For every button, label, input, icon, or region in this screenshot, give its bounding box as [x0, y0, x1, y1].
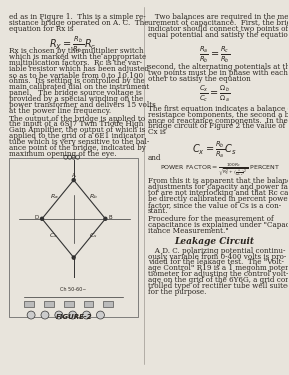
Text: $C_x = \frac{R_b}{R_a} C_s$: $C_x = \frac{R_b}{R_a} C_s$	[192, 140, 237, 160]
Text: $R_X = \frac{R_b}{R_{b_1}} R_c$: $R_X = \frac{R_b}{R_{b_1}} R_c$	[49, 34, 97, 56]
Text: $\frac{C_x}{C_c}  =  \frac{\Omega_b}{\Omega_a}$: $\frac{C_x}{C_c} = \frac{\Omega_b}{\Omeg…	[199, 83, 230, 104]
Circle shape	[83, 311, 90, 319]
Text: which is marked with the appropriate: which is marked with the appropriate	[9, 53, 147, 61]
Text: Leakage Circuit: Leakage Circuit	[174, 237, 254, 246]
Text: equation for Rx is: equation for Rx is	[9, 25, 74, 33]
Text: B: B	[108, 215, 112, 220]
Text: power transformer and delivers 15 volts: power transformer and delivers 15 volts	[9, 100, 156, 109]
Text: equal potential and satisfy the equation: equal potential and satisfy the equation	[148, 31, 289, 39]
Text: A: A	[72, 173, 75, 178]
Text: tube which is very sensitive to the bal-: tube which is very sensitive to the bal-	[9, 138, 150, 146]
Text: the input of a 6SJ7 Twin Triode High: the input of a 6SJ7 Twin Triode High	[9, 120, 144, 129]
Bar	[44, 301, 54, 307]
Text: age Control" R19 is a 1 megohm poten-: age Control" R19 is a 1 megohm poten-	[148, 264, 289, 272]
Text: Cx is: Cx is	[148, 129, 166, 136]
Text: stant.: stant.	[148, 207, 168, 215]
Bar	[24, 301, 34, 307]
Text: Ch 50-60~: Ch 50-60~	[60, 287, 87, 292]
Text: at the power line frequency.: at the power line frequency.	[9, 106, 112, 115]
Text: bridge circuit of Figure 2 the value of: bridge circuit of Figure 2 the value of	[148, 123, 285, 130]
Text: itance Measurement.": itance Measurement."	[148, 227, 229, 235]
Text: C: C	[72, 256, 75, 261]
Text: indicator should connect two points of: indicator should connect two points of	[148, 25, 288, 33]
Text: FIGURE-2: FIGURE-2	[55, 314, 92, 320]
Text: and: and	[148, 154, 162, 162]
Text: multiplication factors.  Rc is the var-: multiplication factors. Rc is the var-	[9, 59, 142, 67]
Text: $R_a$: $R_a$	[49, 192, 58, 201]
Text: two points must be in phase with each: two points must be in phase with each	[148, 69, 288, 77]
Text: Gain Amplifier, the output of which is: Gain Amplifier, the output of which is	[9, 126, 146, 135]
Text: age on the grid of the 6Y6G, a grid con-: age on the grid of the 6Y6G, a grid con-	[148, 276, 289, 284]
Circle shape	[104, 217, 107, 220]
Text: provided by a special winding on the: provided by a special winding on the	[9, 95, 144, 103]
Circle shape	[40, 217, 43, 220]
Text: $\frac{R_a}{R_b}  =  \frac{R_c}{R_b}$: $\frac{R_a}{R_b} = \frac{R_c}{R_b}$	[199, 44, 230, 65]
Text: so as to be variable from 0 to 10,100: so as to be variable from 0 to 10,100	[9, 71, 143, 79]
Circle shape	[72, 178, 75, 182]
Text: panel.   The bridge source voltage is: panel. The bridge source voltage is	[9, 89, 142, 97]
Circle shape	[41, 311, 49, 319]
Text: A D. C. polarizing potential continu-: A D. C. polarizing potential continu-	[148, 246, 286, 255]
FancyBboxPatch shape	[9, 158, 138, 317]
Text: iable resistor which has been adjusted: iable resistor which has been adjusted	[9, 65, 149, 73]
Text: ed as in Figure 1.  This is a simple re-: ed as in Figure 1. This is a simple re-	[9, 13, 146, 21]
Text: $C_x$: $C_x$	[49, 231, 58, 240]
Text: ohms.  Its setting is controlled by the: ohms. Its setting is controlled by the	[9, 77, 145, 85]
Text: The first equation indicates a balance of: The first equation indicates a balance o…	[148, 105, 289, 112]
Circle shape	[72, 256, 75, 259]
Text: From this it is apparent that the balance: From this it is apparent that the balanc…	[148, 177, 289, 185]
Bar	[84, 301, 94, 307]
Text: trolled type of rectifier tube well suited: trolled type of rectifier tube well suit…	[148, 282, 289, 290]
Text: Procedure for the measurement of: Procedure for the measurement of	[148, 215, 274, 223]
Bar	[103, 301, 113, 307]
Bar	[64, 301, 74, 307]
Text: ance point of the bridge, indicated by: ance point of the bridge, indicated by	[9, 144, 146, 152]
Text: $C_s$: $C_s$	[89, 231, 98, 240]
Text: adjustments for capacity and power fac-: adjustments for capacity and power fac-	[148, 183, 289, 191]
Text: ance of reactance components.  In the: ance of reactance components. In the	[148, 117, 288, 124]
Text: ously variable from 0-400 volts is pro-: ously variable from 0-400 volts is pro-	[148, 252, 286, 261]
Text: tor are not interlocking and that Rc can: tor are not interlocking and that Rc can	[148, 189, 289, 197]
Text: other to satisfy the equation: other to satisfy the equation	[148, 75, 251, 83]
Circle shape	[27, 311, 35, 319]
Text: $R_b$: $R_b$	[89, 192, 98, 201]
Text: D: D	[35, 215, 39, 220]
Text: maximum opening of the eye.: maximum opening of the eye.	[9, 150, 117, 158]
Circle shape	[69, 311, 77, 319]
Text: urement of capacitance.  First, the bridge: urement of capacitance. First, the bridg…	[148, 19, 289, 27]
Text: Two balances are required in the meas-: Two balances are required in the meas-	[148, 13, 289, 21]
Text: applied to the grid of a 6E1 indicator: applied to the grid of a 6E1 indicator	[9, 132, 145, 140]
Text: resistance components, the second a bal-: resistance components, the second a bal-	[148, 111, 289, 118]
Text: second, the alternating potentials at the: second, the alternating potentials at th…	[148, 63, 289, 71]
Circle shape	[97, 311, 104, 319]
Text: main calibrated dial on the instrument: main calibrated dial on the instrument	[9, 83, 150, 91]
Text: sistance bridge operated on A. C.  The: sistance bridge operated on A. C. The	[9, 19, 149, 27]
Circle shape	[55, 311, 63, 319]
Text: factor, since the value of Cs is a con-: factor, since the value of Cs is a con-	[148, 201, 281, 209]
Text: vided for the leakage test.  The "Volt-: vided for the leakage test. The "Volt-	[148, 258, 284, 267]
Text: Rx is chosen by the multiplier switch: Rx is chosen by the multiplier switch	[9, 47, 144, 55]
Text: tiometer for adjusting the control volt-: tiometer for adjusting the control volt-	[148, 270, 288, 278]
Text: for the purpose.: for the purpose.	[148, 288, 206, 296]
Text: The output of the bridge is applied to: The output of the bridge is applied to	[9, 114, 145, 123]
Text: $\mathrm{POWER\ FACTOR} = \frac{100 R_c}{\sqrt{R_c^2 + \left(\frac{1}{\omega C_s: $\mathrm{POWER\ FACTOR} = \frac{100 R_c}…	[160, 161, 280, 178]
Text: capacitance is explained under "Capac-: capacitance is explained under "Capac-	[148, 221, 289, 229]
Text: be directly calibrated in percent power: be directly calibrated in percent power	[148, 195, 289, 203]
